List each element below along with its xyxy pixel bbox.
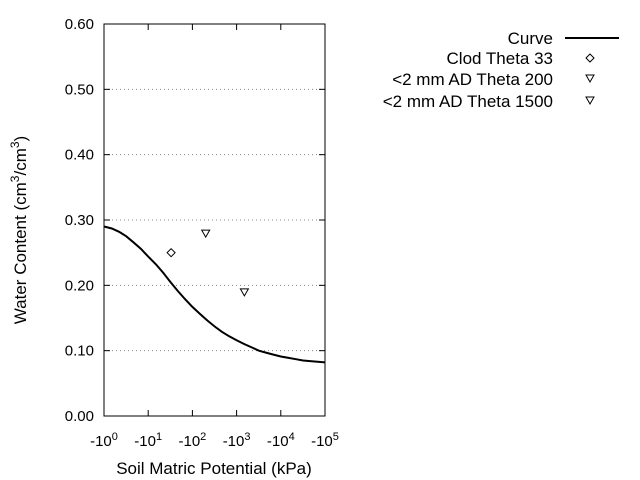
data-point-triangle-down	[239, 288, 250, 297]
y-tick-label: 0.40	[65, 147, 94, 164]
y-axis-label: Water Content (cm3/cm3)	[8, 136, 30, 324]
legend-marker-triangle-down	[585, 96, 595, 106]
y-tick-label: 0.30	[65, 212, 94, 229]
series-layer	[103, 225, 326, 364]
legend-label-theta-1500: <2 mm AD Theta 1500	[383, 92, 553, 111]
x-tick-label: -101	[134, 431, 162, 450]
y-tick-label: 0.20	[65, 277, 94, 294]
data-point-diamond	[166, 247, 176, 258]
legend-label-theta-200: <2 mm AD Theta 200	[392, 70, 553, 89]
x-axis-label: Soil Matric Potential (kPa)	[116, 459, 312, 478]
legend-marker-diamond	[585, 53, 595, 63]
x-axis: -100 -101 -102 -103 -104 -105	[90, 24, 339, 450]
series-line-curve	[103, 225, 326, 364]
legend-label-clod-theta-33: Clod Theta 33	[447, 49, 553, 68]
y-tick-label: 0.00	[65, 408, 94, 425]
grid-lines	[104, 88, 325, 352]
x-tick-label: -100	[90, 431, 118, 450]
y-tick-label: 0.10	[65, 343, 94, 360]
x-tick-label: -105	[311, 431, 339, 450]
y-tick-label: 0.60	[65, 16, 94, 33]
data-point-triangle-down	[200, 229, 211, 239]
x-tick-label: -102	[178, 431, 206, 450]
legend-marker-triangle-down	[585, 74, 595, 84]
plot-frame	[103, 23, 326, 417]
legend-label-curve: Curve	[508, 29, 553, 48]
x-tick-label: -104	[267, 431, 295, 450]
legend: Curve Clod Theta 33 <2 mm AD Theta 200 <…	[383, 29, 619, 111]
y-tick-label: 0.50	[65, 81, 94, 98]
y-axis: 0.00 0.10 0.20 0.30 0.40 0.50 0.60	[65, 16, 325, 425]
x-tick-label: -103	[223, 431, 251, 450]
